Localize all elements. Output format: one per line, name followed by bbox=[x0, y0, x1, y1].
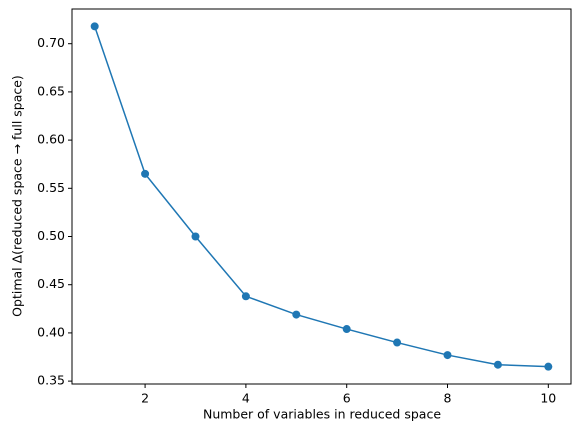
point bbox=[292, 310, 301, 319]
y-axis-label: Optimal Δ(reduced space → full space) bbox=[10, 75, 25, 317]
y-tick-label: 0.65 bbox=[37, 83, 65, 98]
point bbox=[443, 351, 452, 360]
y-tick-label: 0.70 bbox=[37, 35, 65, 50]
y-tick-label: 0.55 bbox=[37, 180, 65, 195]
line bbox=[93, 26, 549, 368]
point bbox=[544, 362, 553, 371]
y-tick-label: 0.60 bbox=[37, 132, 65, 147]
x-tick-label: 4 bbox=[242, 391, 250, 406]
x-axis-label: Number of variables in reduced space bbox=[203, 407, 441, 422]
point bbox=[241, 292, 250, 301]
x-tick-label: 6 bbox=[343, 391, 351, 406]
point bbox=[493, 360, 502, 369]
y-tick-label: 0.40 bbox=[37, 324, 65, 339]
point bbox=[141, 169, 150, 178]
y-tick-label: 0.50 bbox=[37, 228, 65, 243]
point bbox=[342, 325, 351, 334]
point bbox=[90, 22, 99, 31]
point bbox=[191, 232, 200, 241]
plot-frame bbox=[71, 8, 572, 385]
x-tick-label: 2 bbox=[141, 391, 149, 406]
x-tick-label: 10 bbox=[540, 391, 556, 406]
point bbox=[393, 338, 402, 347]
y-tick-label: 0.35 bbox=[37, 373, 65, 388]
y-tick-label: 0.45 bbox=[37, 276, 65, 291]
x-tick-label: 8 bbox=[444, 391, 452, 406]
